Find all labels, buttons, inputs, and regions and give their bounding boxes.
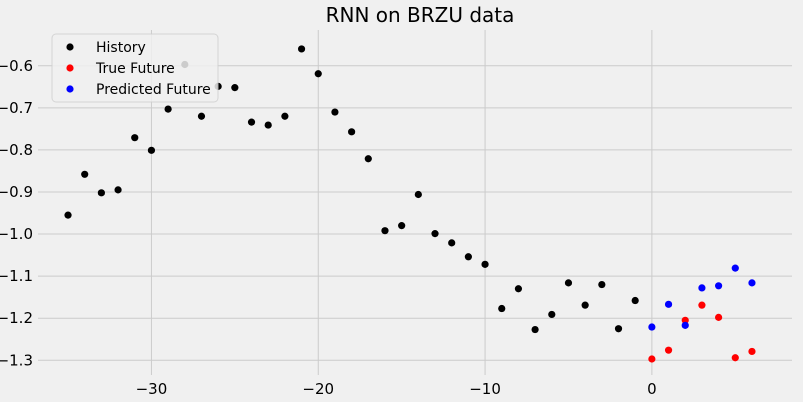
history-point [98,189,105,196]
x-tick-label: 0 [647,380,657,398]
history-point [64,212,71,219]
history-point [598,281,605,288]
true-future-point [732,354,739,361]
true-future-point [698,302,705,309]
history-point [398,222,405,229]
history-point [365,155,372,162]
legend-label-predicted-future: Predicted Future [96,82,211,98]
history-point [198,113,205,120]
true-future-point [665,347,672,354]
history-point [481,261,488,268]
true-future-point [748,348,755,355]
y-tick-label: −1.1 [0,267,33,285]
predicted-future-point [732,265,739,272]
y-tick-label: −0.8 [0,141,33,159]
history-point [281,113,288,120]
history-point [515,285,522,292]
history-point [331,108,338,115]
history-point [632,297,639,304]
legend-marker-history [66,43,73,50]
legend: History True Future Predicted Future [52,34,218,102]
predicted-future-point [698,284,705,291]
y-tick-label: −1.0 [0,225,33,243]
history-point [415,191,422,198]
history-point [248,119,255,126]
x-tick-label: −10 [469,380,501,398]
history-point [114,186,121,193]
history-point [165,105,172,112]
x-tick-label: −20 [302,380,334,398]
predicted-future-point [682,322,689,329]
legend-marker-predicted-future [66,85,73,92]
history-point [265,121,272,128]
history-point [231,84,238,91]
y-tick-label: −1.2 [0,309,33,327]
history-point [148,147,155,154]
history-point [465,253,472,260]
history-point [431,230,438,237]
history-point [548,311,555,318]
history-point [381,227,388,234]
history-point [532,326,539,333]
true-future-point [648,355,655,362]
predicted-future-point [648,323,655,330]
legend-marker-true-future [66,64,73,71]
history-point [81,171,88,178]
history-point [615,325,622,332]
y-tick-label: −0.7 [0,99,33,117]
chart-title: RNN on BRZU data [326,3,515,27]
history-point [315,70,322,77]
x-tick-label: −30 [136,380,168,398]
legend-label-true-future: True Future [95,61,175,77]
y-tick-label: −0.6 [0,57,33,75]
legend-label-history: History [96,40,146,56]
predicted-future-point [715,282,722,289]
y-tick-label: −0.9 [0,183,33,201]
predicted-future-point [665,301,672,308]
history-point [448,239,455,246]
predicted-future-point [748,279,755,286]
history-point [131,134,138,141]
history-point [298,45,305,52]
history-point [498,305,505,312]
history-point [582,302,589,309]
history-point [565,279,572,286]
true-future-point [715,314,722,321]
y-tick-label: −1.3 [0,351,33,369]
history-point [348,128,355,135]
